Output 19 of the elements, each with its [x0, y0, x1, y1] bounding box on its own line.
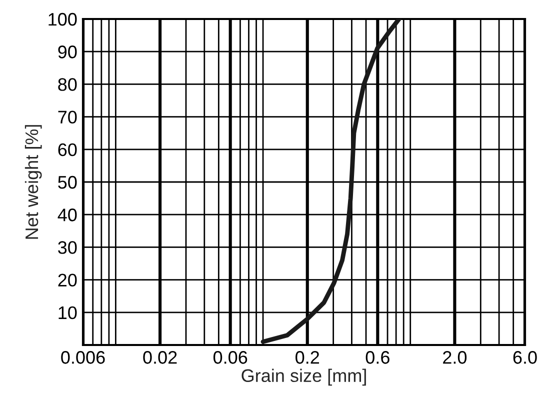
y-tick-label: 100 — [48, 12, 77, 26]
x-tick-label: 0.6 — [366, 351, 390, 364]
y-tick-label: 40 — [58, 208, 77, 222]
x-tick-label: 6.0 — [513, 351, 537, 364]
y-tick-label: 50 — [58, 176, 77, 189]
x-tick-label: 0.02 — [143, 351, 177, 364]
x-tick-label: 0.06 — [213, 351, 248, 364]
y-tick-label: 30 — [58, 241, 77, 254]
x-tick-label: 0.2 — [296, 351, 320, 364]
y-tick-label: 70 — [58, 110, 77, 124]
y-tick-label: 60 — [58, 143, 77, 156]
x-axis-title: Grain size [mm] — [242, 368, 366, 386]
y-tick-label: 80 — [58, 78, 77, 91]
x-tick-label: 0.006 — [61, 351, 105, 364]
y-tick-label: 10 — [58, 306, 77, 320]
y-tick-label: 20 — [58, 274, 77, 287]
x-tick-label: 2.0 — [443, 351, 467, 364]
y-axis-title: Net weight [%] — [24, 125, 42, 239]
y-tick-label: 90 — [58, 46, 77, 58]
